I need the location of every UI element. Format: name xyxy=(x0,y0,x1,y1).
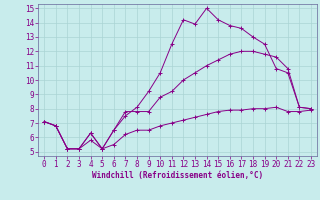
X-axis label: Windchill (Refroidissement éolien,°C): Windchill (Refroidissement éolien,°C) xyxy=(92,171,263,180)
